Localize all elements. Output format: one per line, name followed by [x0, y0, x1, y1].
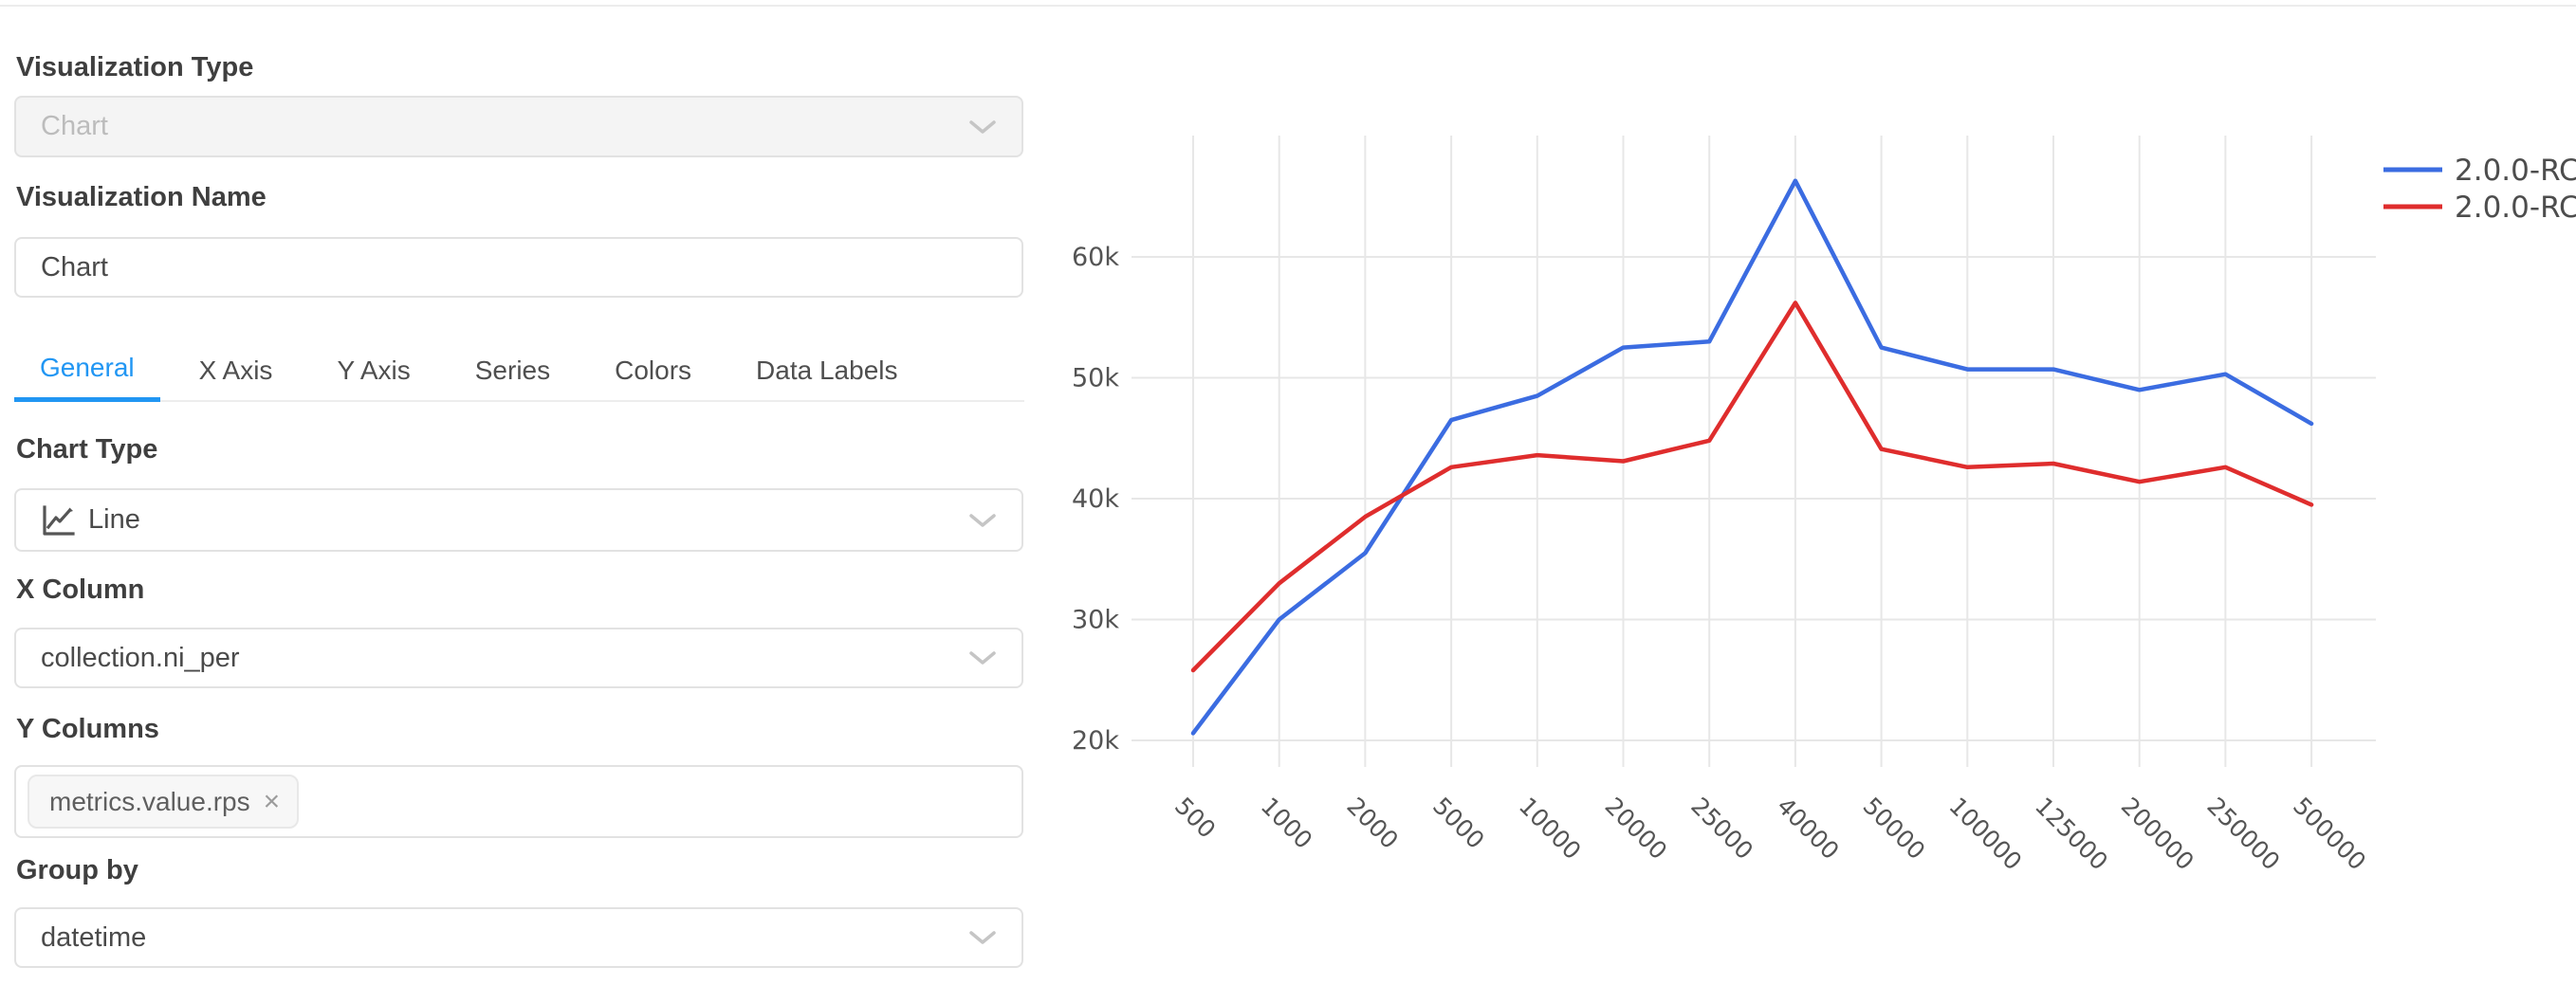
x-axis-tick-label: 200000: [2116, 792, 2199, 875]
line-chart-icon: [43, 504, 75, 536]
chevron-down-icon: [969, 119, 996, 134]
y-axis-tick-label: 30k: [1072, 606, 1119, 635]
x-axis-tick-label: 25000: [1685, 792, 1758, 865]
chart-type-select[interactable]: Line: [14, 488, 1023, 552]
tab-colors[interactable]: Colors: [615, 356, 692, 385]
chart-type-label: Chart Type: [16, 434, 158, 465]
visualization-type-label: Visualization Type: [16, 52, 254, 82]
tab-series[interactable]: Series: [474, 356, 551, 385]
x-column-label: X Column: [16, 574, 145, 605]
tab-y-axis[interactable]: Y Axis: [337, 356, 411, 385]
x-axis-tick-label: 50000: [1858, 792, 1931, 865]
y-column-tag: metrics.value.rps ×: [28, 775, 300, 829]
y-axis-tick-label: 40k: [1072, 484, 1119, 514]
window-top-divider: [0, 5, 2576, 7]
group-by-value: datetime: [41, 921, 147, 953]
visualization-name-input[interactable]: Chart: [14, 237, 1023, 298]
x-column-select[interactable]: collection.ni_per: [14, 628, 1023, 688]
chevron-down-icon: [969, 513, 996, 527]
chevron-down-icon: [969, 931, 996, 944]
x-axis-tick-label: 125000: [2030, 792, 2113, 875]
x-column-value: collection.ni_per: [41, 642, 240, 673]
x-axis-tick-label: 2000: [1341, 792, 1403, 853]
tab-x-axis[interactable]: X Axis: [198, 356, 273, 385]
x-axis-tick-label: 1000: [1256, 792, 1317, 853]
visualization-config-panel: Visualization Type Chart Visualization N…: [0, 0, 1040, 1003]
line-chart: 20k 30k 40k 50k 60k 500 1000 2000 5000 10000 20000…: [1024, 0, 2576, 1003]
y-axis-tick-label: 60k: [1072, 243, 1119, 272]
x-axis-tick-label: 40000: [1772, 792, 1845, 865]
visualization-type-value: Chart: [41, 111, 108, 141]
visualization-type-select[interactable]: Chart: [14, 96, 1023, 157]
series-line-2.0.0-RC5: [1190, 178, 2314, 736]
y-axis-tick-label: 20k: [1072, 726, 1119, 756]
legend-label: 2.0.0-RC5: [2455, 154, 2576, 188]
x-axis-tick-label: 100000: [1943, 792, 2027, 875]
y-columns-multiselect[interactable]: metrics.value.rps ×: [14, 765, 1023, 838]
y-column-tag-text: metrics.value.rps: [49, 786, 250, 816]
visualization-name-label: Visualization Name: [16, 182, 267, 212]
x-axis-tick-label: 20000: [1600, 792, 1673, 865]
legend-item-2.0.0-RC3[interactable]: 2.0.0-RC3: [2383, 191, 2576, 225]
group-by-select[interactable]: datetime: [14, 907, 1023, 968]
tab-general[interactable]: General: [14, 341, 160, 402]
legend-label: 2.0.0-RC3: [2455, 191, 2576, 225]
x-axis-tick-label: 500: [1169, 792, 1221, 843]
x-axis-tick-label: 5000: [1427, 792, 1489, 853]
remove-tag-icon[interactable]: ×: [263, 785, 281, 817]
series-line-2.0.0-RC3: [1190, 301, 2314, 673]
visualization-name-value: Chart: [41, 251, 108, 283]
y-columns-label: Y Columns: [16, 714, 159, 744]
x-axis-tick-label: 10000: [1514, 792, 1587, 865]
x-axis-tick-label: 250000: [2201, 792, 2285, 875]
chart-type-value: Line: [88, 504, 140, 535]
y-axis-tick-label: 50k: [1072, 364, 1119, 393]
group-by-label: Group by: [16, 855, 138, 885]
legend-item-2.0.0-RC5[interactable]: 2.0.0-RC5: [2383, 154, 2576, 188]
tab-data-labels[interactable]: Data Labels: [756, 356, 898, 385]
x-axis-tick-label: 500000: [2288, 792, 2371, 875]
chevron-down-icon: [969, 651, 996, 665]
settings-tabs: General X Axis Y Axis Series Colors Data…: [14, 341, 1024, 402]
